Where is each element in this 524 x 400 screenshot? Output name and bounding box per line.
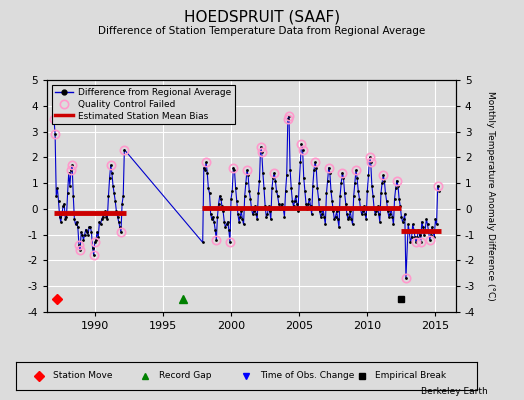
- Legend: Difference from Regional Average, Quality Control Failed, Estimated Station Mean: Difference from Regional Average, Qualit…: [52, 84, 235, 124]
- Text: Time of Obs. Change: Time of Obs. Change: [260, 372, 355, 380]
- Text: Empirical Break: Empirical Break: [375, 372, 446, 380]
- Text: HOEDSPRUIT (SAAF): HOEDSPRUIT (SAAF): [184, 10, 340, 25]
- Text: Berkeley Earth: Berkeley Earth: [421, 387, 487, 396]
- Text: Record Gap: Record Gap: [159, 372, 211, 380]
- Text: Difference of Station Temperature Data from Regional Average: Difference of Station Temperature Data f…: [99, 26, 425, 36]
- Y-axis label: Monthly Temperature Anomaly Difference (°C): Monthly Temperature Anomaly Difference (…: [486, 91, 495, 301]
- Text: Station Move: Station Move: [52, 372, 112, 380]
